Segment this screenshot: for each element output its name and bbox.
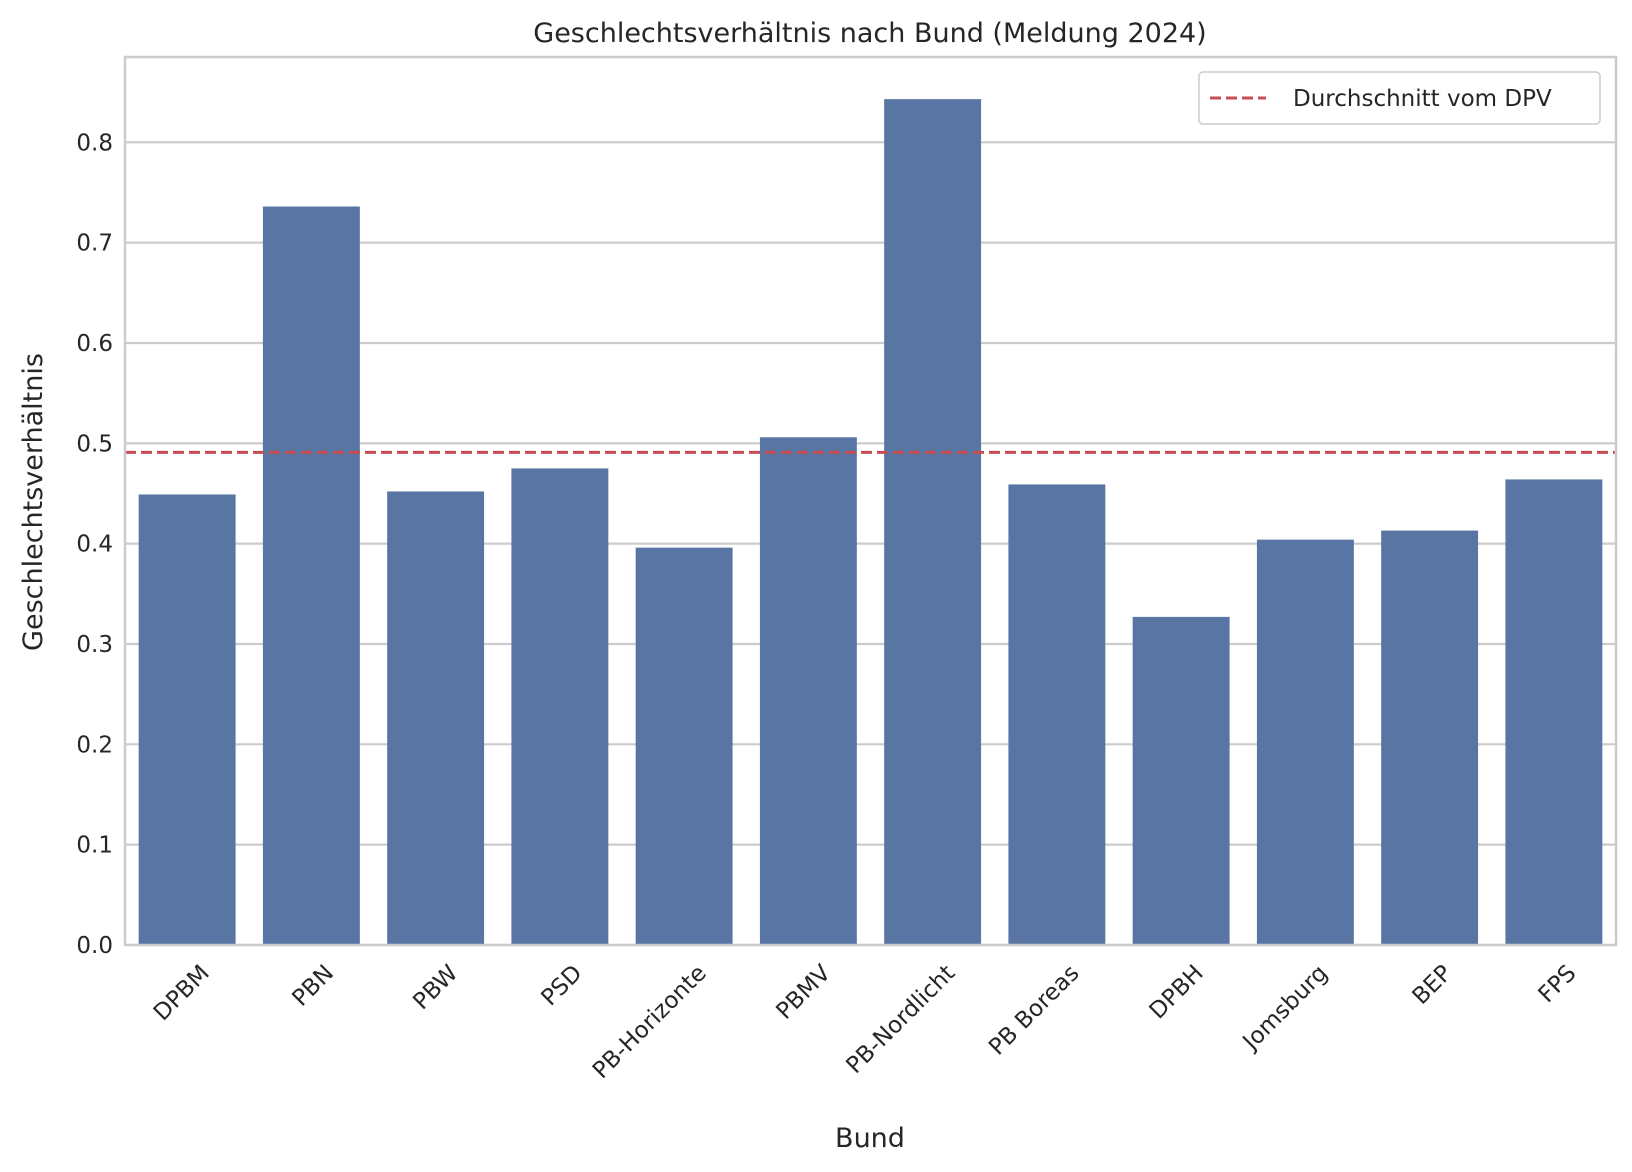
bar-pb-boreas [1008, 484, 1106, 945]
x-tick-label: Jomsburg [1237, 960, 1333, 1056]
bar-bep [1381, 530, 1479, 945]
bars [138, 99, 1603, 946]
bar-psd [511, 468, 609, 945]
y-tick-label: 0.0 [76, 933, 113, 959]
x-axis-label: Bund [835, 1123, 905, 1154]
y-tick-label: 0.8 [76, 130, 113, 156]
legend-box [1198, 71, 1601, 125]
bar-fps [1505, 479, 1603, 945]
x-tick-label: PB Boreas [984, 960, 1084, 1060]
x-tick-label: DPBH [1145, 960, 1209, 1024]
x-tick-label: PBW [408, 960, 463, 1015]
x-tick-label: FPS [1534, 960, 1582, 1008]
bar-dpbh [1132, 616, 1230, 945]
bar-pb-horizonte [635, 547, 733, 945]
y-axis-label: Geschlechtsverhältnis [18, 353, 49, 651]
y-tick-label: 0.6 [76, 331, 113, 357]
bar-pbw [387, 491, 485, 945]
y-tick-label: 0.3 [76, 632, 113, 658]
x-tick-label: PSD [536, 960, 587, 1011]
y-tick-label: 0.7 [76, 231, 113, 257]
x-tick-label: PB-Nordlicht [842, 960, 961, 1079]
x-tick-label: PBN [287, 960, 339, 1012]
bar-pbmv [759, 437, 857, 945]
x-tick-label: DPBM [149, 960, 215, 1026]
bar-pb-nordlicht [884, 99, 982, 945]
bar-jomsburg [1256, 539, 1354, 945]
bar-pbn [262, 206, 360, 946]
chart-title: Geschlechtsverhältnis nach Bund (Meldung… [533, 18, 1206, 49]
legend-label: Durchschnitt vom DPV [1293, 86, 1552, 112]
x-tick-label: BEP [1408, 960, 1458, 1010]
x-tick-label: PBMV [771, 960, 836, 1025]
x-axis-ticks: DPBM PBN PBW PSD PB-Horizonte PBMV PB-Nordlich… [149, 960, 1582, 1084]
y-tick-label: 0.1 [76, 833, 113, 859]
x-tick-label: PB-Horizonte [588, 960, 712, 1084]
y-axis-ticks: 0.0 0.1 0.2 0.3 0.4 0.5 0.6 0.7 0.8 [76, 130, 113, 959]
y-tick-label: 0.2 [76, 732, 113, 758]
plot-frame [123, 55, 1618, 947]
legend: Durchschnitt vom DPV [1198, 71, 1601, 125]
y-tick-label: 0.5 [76, 431, 113, 457]
y-tick-label: 0.4 [76, 532, 113, 558]
grid-lines [125, 141, 1616, 947]
bar-dpbm [138, 494, 236, 945]
